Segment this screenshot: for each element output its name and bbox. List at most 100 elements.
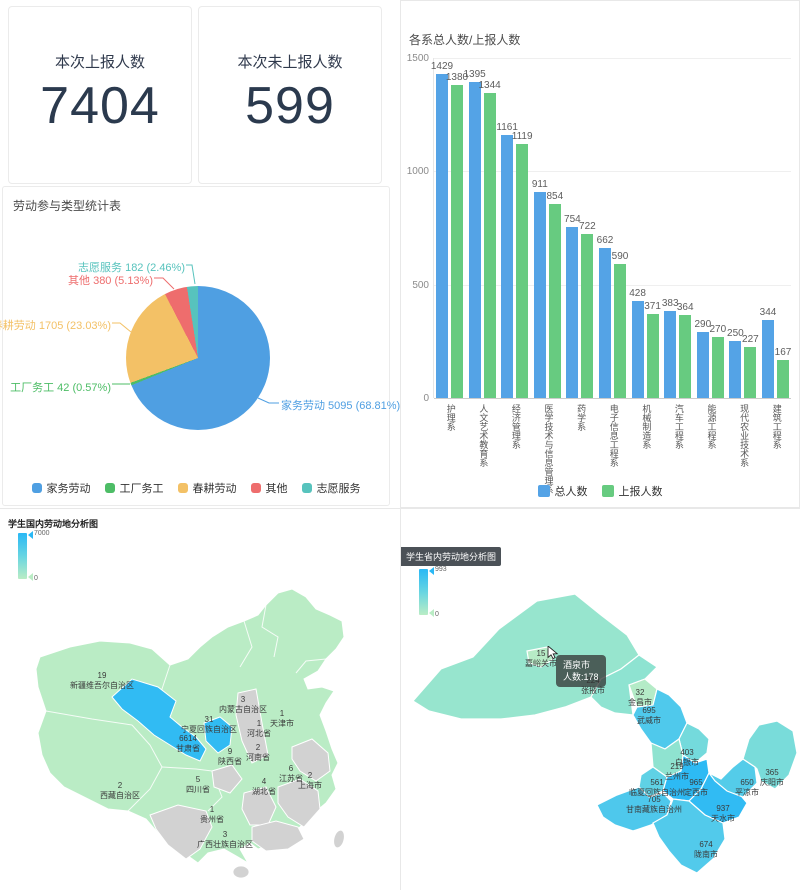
bar-上报人数-建筑工程系[interactable] (777, 360, 789, 398)
map-region-nodata-jiangxi-fujian[interactable] (277, 778, 321, 828)
visualmap-min-label: 0 (34, 575, 38, 582)
map-region-taiwan[interactable] (332, 829, 346, 849)
bar-上报人数-能源工程系[interactable] (711, 337, 724, 398)
x-axis-label-人文艺术教育系: 人文艺术教育系 (478, 404, 489, 467)
pie-callout-line (112, 322, 132, 333)
tooltip-region-name: 酒泉市 (563, 660, 591, 670)
bar-上报人数-电子信息工程系[interactable] (614, 264, 626, 398)
gridline-1500 (434, 58, 791, 59)
bar-总人数-人文艺术教育系[interactable] (468, 82, 481, 398)
legend-item-家务劳动[interactable]: 家务劳动 (31, 480, 91, 496)
bar-上报人数-机械制造系[interactable] (646, 314, 659, 398)
gansu-map-title: 学生省内劳动地分析图 (401, 547, 502, 566)
bar-上报人数-汽车工程系[interactable] (679, 315, 692, 398)
legend-marker (537, 485, 550, 497)
pie-callout-line (186, 264, 196, 285)
stat-label-reported: 本次上报人数 (54, 54, 145, 71)
tooltip-value: 人数:178 (563, 672, 599, 683)
bar-上报人数-现代农业技术系[interactable] (744, 347, 757, 398)
province-border-line (45, 710, 133, 726)
bar-value-label: 911 (531, 179, 548, 190)
map-region-hainan[interactable] (232, 865, 250, 879)
map-region-nodata-shanxi[interactable] (235, 688, 269, 764)
bar-总人数-现代农业技术系[interactable] (729, 341, 742, 398)
visualmap-max-label: 993 (435, 566, 447, 573)
legend-item-工厂务工[interactable]: 工厂务工 (104, 480, 164, 496)
map-region-庆阳市[interactable] (742, 720, 798, 790)
pie-slice-label-家务劳动: 家务劳动 5095 (68.81%) (281, 400, 401, 412)
map-region-gansu-east[interactable] (203, 716, 233, 754)
legend-item-label: 家务劳动 (46, 483, 91, 495)
bar-value-label: 428 (629, 288, 646, 299)
legend-marker (601, 485, 614, 497)
bar-value-label: 383 (661, 298, 679, 309)
bar-value-label: 371 (644, 301, 661, 312)
stat-value-reported: 7404 (40, 77, 160, 135)
stat-card-unreported: 本次未上报人数 599 (198, 6, 382, 184)
x-axis-label-汽车工程系: 汽车工程系 (673, 404, 684, 449)
bar-总人数-能源工程系[interactable] (696, 332, 709, 398)
legend-item-label: 春耕劳动 (192, 483, 237, 495)
legend-item-总人数[interactable]: 总人数 (537, 483, 588, 499)
province-border-line (295, 658, 327, 674)
pie-chart[interactable] (126, 286, 270, 430)
map-region-nodata-anhui-zhejiang[interactable] (291, 738, 331, 782)
map-region-nodata-guangdong[interactable] (251, 820, 305, 852)
china-visualmap-legend[interactable]: 7000 0 (18, 530, 50, 582)
bar-上报人数-护理系[interactable] (451, 85, 463, 398)
bar-上报人数-人文艺术教育系[interactable] (483, 93, 496, 398)
legend-marker (250, 483, 261, 493)
bar-value-label: 364 (676, 302, 694, 313)
map-region-平凉市[interactable] (708, 758, 758, 798)
bar-value-label: 1119 (511, 131, 533, 142)
gansu-visualmap-legend[interactable]: 993 0 (419, 566, 447, 618)
bar-chart-title: 各系总人数/上报人数 (409, 33, 521, 47)
x-axis-label-建筑工程系: 建筑工程系 (771, 404, 782, 449)
x-axis-label-能源工程系: 能源工程系 (706, 404, 717, 449)
legend-marker (104, 483, 115, 493)
legend-item-春耕劳动[interactable]: 春耕劳动 (177, 480, 237, 496)
bar-上报人数-医学技术与信息管理系[interactable] (548, 204, 561, 398)
map-region-嘉峪关市[interactable] (526, 646, 554, 668)
legend-marker (31, 483, 42, 493)
legend-item-其他[interactable]: 其他 (250, 480, 288, 496)
visualmap-handle-min[interactable] (429, 609, 434, 617)
bar-value-label: 662 (596, 235, 614, 246)
visualmap-gradient-bar[interactable] (419, 569, 428, 615)
x-axis-label-护理系: 护理系 (445, 404, 456, 431)
bar-总人数-经济管理系[interactable] (501, 135, 514, 398)
visualmap-handle-max[interactable] (28, 531, 33, 539)
bar-总人数-护理系[interactable] (436, 74, 448, 398)
bar-总人数-电子信息工程系[interactable] (599, 248, 611, 398)
legend-marker (301, 483, 312, 493)
bar-value-label: 290 (694, 319, 712, 330)
legend-item-志愿服务[interactable]: 志愿服务 (301, 480, 361, 496)
bar-value-label: 227 (742, 334, 759, 345)
visualmap-handle-min[interactable] (28, 573, 33, 581)
bar-总人数-建筑工程系[interactable] (762, 320, 774, 398)
legend-item-上报人数[interactable]: 上报人数 (601, 483, 663, 499)
gansu-map-svg[interactable] (401, 509, 800, 890)
map-region-nodata-yunnan[interactable] (149, 804, 213, 860)
bar-总人数-医学技术与信息管理系[interactable] (533, 192, 546, 398)
visualmap-gradient-bar[interactable] (18, 533, 27, 579)
visualmap-max-label: 7000 (34, 530, 50, 537)
bar-总人数-药学系[interactable] (566, 227, 579, 398)
gansu-map-panel: 学生省内劳动地分析图 993 0 15嘉峪关市224张掖市32金昌市695武威市… (400, 508, 800, 890)
visualmap-handle-max[interactable] (429, 567, 434, 575)
map-region-金昌市[interactable] (628, 678, 658, 708)
pie-callout-line (257, 397, 279, 404)
map-region-nodata-chongqing[interactable] (211, 764, 243, 794)
bar-上报人数-药学系[interactable] (581, 234, 594, 398)
bar-value-label: 250 (727, 328, 744, 339)
bar-总人数-汽车工程系[interactable] (664, 311, 677, 398)
china-map-svg[interactable] (0, 509, 400, 890)
pie-chart-panel: 劳动参与类型统计表 家务劳动 5095 (68.81%) 工厂务工 42 (0.5… (0, 186, 400, 506)
map-region-陇南市[interactable] (652, 798, 726, 874)
pie-callout-line (154, 277, 175, 290)
bar-上报人数-经济管理系[interactable] (516, 144, 529, 398)
y-axis-tick-0: 0 (423, 393, 429, 404)
map-region-gansu-west[interactable] (111, 678, 207, 762)
bar-总人数-机械制造系[interactable] (631, 301, 644, 398)
